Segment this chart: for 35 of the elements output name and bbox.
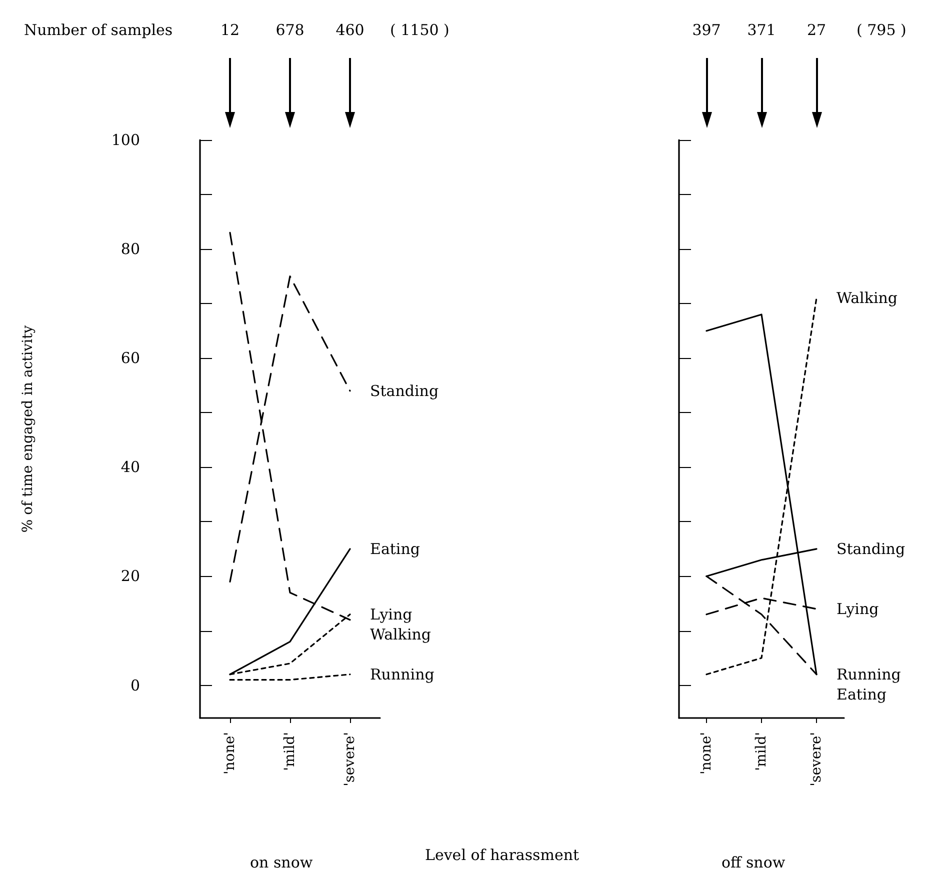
series-label: Running [370, 665, 435, 684]
text: off snow [722, 854, 786, 872]
x-axis-title: Level of harassment [425, 846, 580, 864]
x-tick-label: 'severe' [808, 732, 824, 786]
x-tick-label: 'severe' [342, 732, 358, 786]
text: on snow [250, 854, 313, 872]
y-axis-title: % of time engaged in activity [20, 325, 36, 533]
x-tick-label: 'none' [698, 732, 714, 774]
text: Number of samples [24, 21, 173, 39]
y-tick-label: 0 [130, 676, 140, 694]
x-tick-label: 'mild' [282, 732, 298, 771]
text: ( 795 ) [856, 21, 906, 39]
text: 12 [220, 21, 240, 39]
y-tick-label: 60 [120, 349, 140, 368]
series-label: Lying [370, 605, 413, 624]
text: 397 [692, 21, 721, 39]
y-tick-label: 80 [120, 240, 140, 258]
y-tick-label: 100 [111, 131, 140, 149]
x-tick-label: 'none' [222, 732, 238, 774]
text: 371 [747, 21, 776, 39]
text: ( 1150 ) [390, 21, 450, 39]
series-label: Running [836, 665, 902, 684]
text: 678 [276, 21, 304, 39]
series-label: Walking [370, 625, 432, 644]
text: 460 [336, 21, 364, 39]
series-label: Standing [370, 382, 439, 400]
series-label: Eating [836, 685, 887, 704]
x-tick-label: 'mild' [754, 732, 770, 771]
y-tick-label: 20 [120, 567, 140, 586]
series-label: Walking [836, 289, 898, 308]
series-label: Lying [836, 600, 880, 618]
text: 27 [806, 21, 826, 39]
series-label: Eating [370, 540, 420, 558]
series-label: Standing [836, 540, 906, 558]
y-tick-label: 40 [120, 458, 140, 476]
